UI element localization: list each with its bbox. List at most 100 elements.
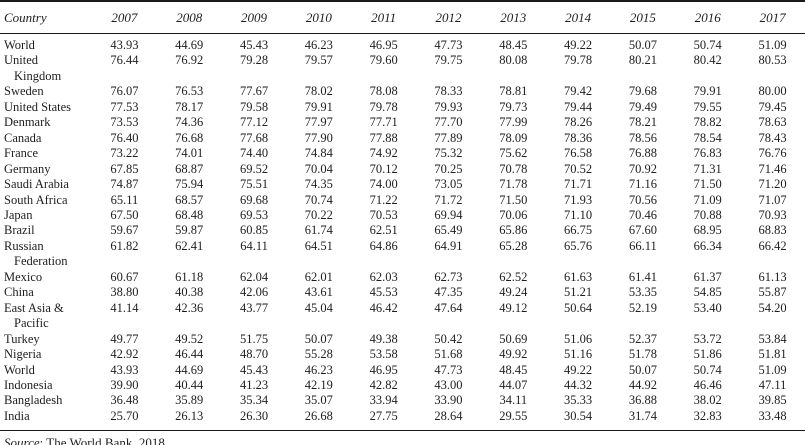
value-cell: 46.23 [304, 362, 333, 377]
value-cell: 64.51 [304, 238, 333, 253]
value-cell: 45.04 [304, 300, 333, 315]
table-row: World 43.93 44.69 45.43 46.23 46.95 47.73 48.45… [0, 363, 805, 378]
value-cell: 59.67 [110, 223, 139, 238]
value-cell: 51.86 [693, 347, 722, 362]
value-cell: 48.70 [239, 347, 269, 362]
value-cell: 30.54 [564, 408, 593, 423]
source-text: : The World Bank, 2018 [39, 435, 165, 445]
table-row: Turkey 49.77 49.52 51.75 50.07 49.38 50.42 50.6… [0, 332, 805, 347]
value-cell: 42.19 [304, 377, 333, 392]
country-name-line: World [4, 362, 35, 377]
country-name-line: World [4, 38, 35, 52]
table-row: Bangladesh 36.48 35.89 35.34 35.07 33.94 33.90… [0, 393, 805, 408]
value-cell: 47.35 [434, 285, 463, 300]
value-cell: 51.68 [434, 347, 463, 362]
value-cell: 66.42 [758, 238, 787, 253]
column-header-year-2017: 2017 [740, 1, 805, 34]
value-cell: 48.45 [499, 38, 528, 52]
value-cell: 74.40 [239, 146, 269, 161]
value-cell: 64.91 [434, 238, 463, 253]
value-cell: 47.11 [758, 377, 787, 392]
value-cell: 62.41 [175, 238, 204, 253]
value-cell: 33.94 [369, 393, 398, 408]
value-cell: 47.73 [434, 362, 463, 377]
value-cell: 40.44 [175, 377, 204, 392]
country-cell: Japan [0, 208, 92, 223]
value-cell: 78.26 [564, 115, 593, 130]
value-cell: 64.86 [369, 238, 398, 253]
value-cell: 65.86 [499, 223, 528, 238]
value-cell: 42.36 [175, 300, 204, 315]
value-cell: 54.85 [693, 285, 722, 300]
value-cell: 79.73 [499, 99, 528, 114]
value-cell: 79.45 [758, 99, 787, 114]
value-cell: 62.51 [369, 223, 398, 238]
value-cell: 47.64 [434, 300, 463, 315]
value-cell: 61.41 [628, 269, 657, 284]
value-cell: 76.88 [628, 146, 657, 161]
value-cell: 38.02 [693, 393, 722, 408]
value-cell: 35.34 [239, 393, 269, 408]
value-cell: 51.09 [758, 38, 787, 52]
value-cell: 42.06 [239, 285, 269, 300]
country-cell: Denmark [0, 115, 92, 130]
country-cell: World [0, 363, 92, 378]
value-cell: 62.04 [239, 269, 269, 284]
value-cell: 80.53 [758, 53, 787, 68]
value-cell: 25.70 [110, 408, 139, 423]
country-cell: Mexico [0, 270, 92, 285]
source-line: Source: The World Bank, 2018 [0, 435, 805, 445]
value-cell: 55.87 [758, 285, 787, 300]
value-cell: 71.09 [693, 192, 722, 207]
value-cell: 70.46 [628, 207, 657, 222]
value-cell: 68.83 [758, 223, 787, 238]
value-cell: 68.48 [175, 207, 204, 222]
country-name-line: Denmark [4, 115, 51, 130]
value-cell: 45.43 [239, 362, 269, 377]
country-name-line: United States [4, 99, 72, 114]
value-cell: 71.20 [758, 177, 787, 192]
country-name-line: United [4, 53, 39, 68]
value-cell: 77.89 [434, 130, 463, 145]
value-cell: 70.56 [628, 192, 657, 207]
table-body: World 43.93 44.69 45.43 46.23 46.95 47.73 48.45… [0, 34, 805, 431]
value-cell: 67.85 [110, 161, 139, 176]
value-cell: 74.92 [369, 146, 398, 161]
country-name-line: Pacific [14, 316, 49, 331]
column-header-country: Country [0, 1, 92, 34]
value-cell: 71.46 [758, 161, 787, 176]
country-name-line: East Asia & [4, 300, 64, 315]
value-cell: 74.35 [304, 177, 333, 192]
value-cell: 51.16 [564, 347, 593, 362]
table-row: China 38.80 40.38 42.06 43.61 45.53 47.35 49.24… [0, 285, 805, 300]
value-cell: 70.88 [693, 207, 722, 222]
value-cell: 79.28 [239, 53, 269, 68]
column-header-year-2015: 2015 [610, 1, 676, 34]
value-cell: 77.71 [369, 115, 398, 130]
value-cell: 71.50 [499, 192, 528, 207]
value-cell: 76.40 [110, 130, 139, 145]
value-cell: 77.70 [434, 115, 463, 130]
value-cell: 39.90 [110, 377, 139, 392]
value-cell: 44.69 [175, 362, 204, 377]
country-cell: Nigeria [0, 347, 92, 362]
country-cell: Bangladesh [0, 393, 92, 408]
value-cell: 76.58 [564, 146, 593, 161]
value-cell: 42.92 [110, 347, 139, 362]
value-cell: 50.64 [564, 300, 593, 315]
value-cell: 53.72 [693, 331, 722, 346]
value-cell: 51.06 [564, 331, 593, 346]
country-name-line: Nigeria [4, 347, 42, 362]
value-cell: 61.63 [564, 269, 593, 284]
table-row: Saudi Arabia 74.87 75.94 75.51 74.35 74.00 73.… [0, 177, 805, 192]
country-name-line: Russian [4, 238, 44, 253]
country-name-line: Sweden [4, 84, 44, 99]
value-cell: 46.46 [693, 377, 722, 392]
value-cell: 66.75 [564, 223, 593, 238]
value-cell: 70.78 [499, 161, 528, 176]
table-row: India 25.70 26.13 26.30 26.68 27.75 28.64 29.55… [0, 409, 805, 431]
value-cell: 65.76 [564, 238, 593, 253]
value-cell: 65.28 [499, 238, 528, 253]
value-cell: 77.68 [239, 130, 269, 145]
table-row: Nigeria 42.92 46.44 48.70 55.28 53.58 51.68 49.… [0, 347, 805, 362]
